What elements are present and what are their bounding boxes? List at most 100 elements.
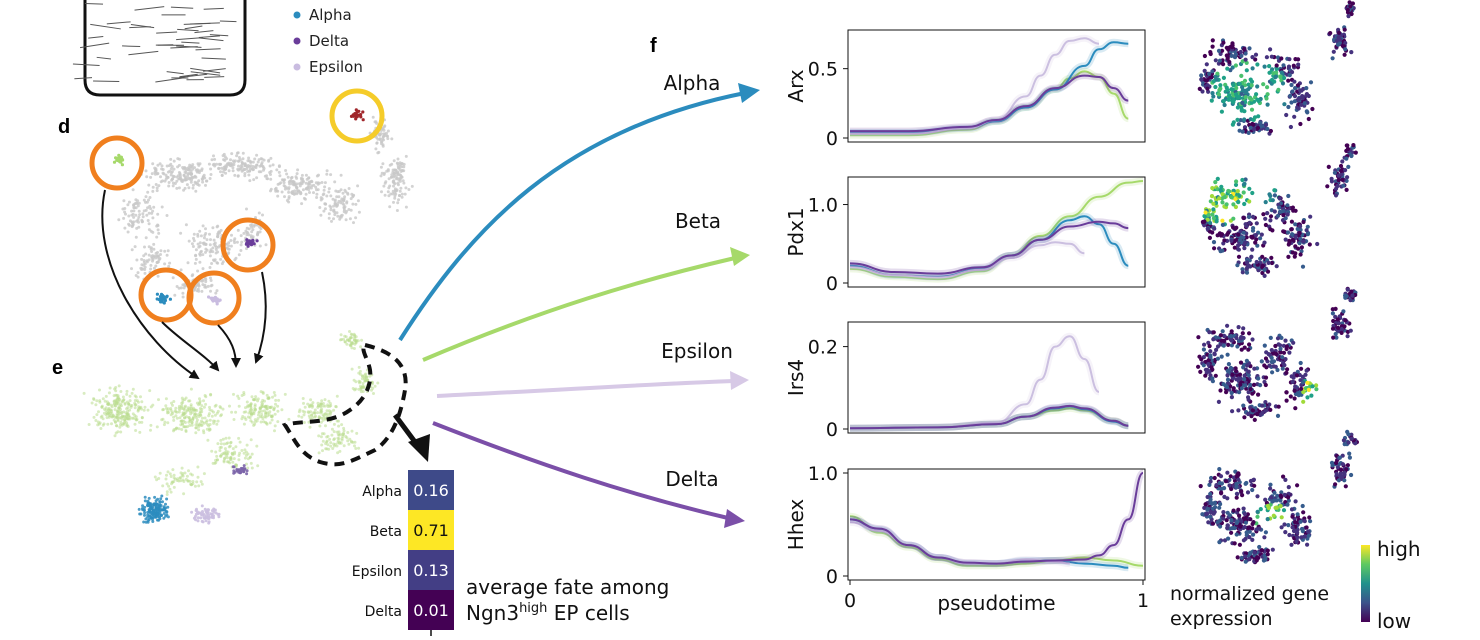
umap-point: [1222, 195, 1227, 200]
umap-point: [1236, 199, 1241, 204]
embedding-d-point: [151, 230, 155, 234]
embedding-e-point: [303, 405, 307, 409]
embedding-d-point: [342, 208, 346, 212]
embedding-e-point: [134, 403, 138, 407]
embedding-d-point: [136, 275, 140, 279]
umap-point: [1247, 525, 1252, 530]
umap-point: [1270, 547, 1275, 552]
umap-point: [1229, 338, 1234, 343]
embedding-e-point: [333, 442, 337, 446]
embedding-e-alpha-point: [142, 520, 146, 524]
umap-point: [1304, 109, 1309, 114]
embedding-e-point: [125, 389, 129, 393]
umap-point: [1347, 451, 1352, 456]
embedding-e-epsilon-point: [196, 519, 200, 523]
embedding-d-point: [333, 180, 337, 184]
embedding-e-point: [303, 410, 307, 414]
embedding-e-point: [234, 410, 238, 414]
umap-point: [1334, 460, 1339, 466]
embedding-e-point: [235, 463, 238, 467]
umap-point: [1253, 233, 1258, 238]
embedding-d-point: [204, 247, 208, 251]
embedding-d-point: [132, 209, 136, 213]
embedding-e-point: [92, 397, 96, 401]
embedding-d-point: [325, 194, 329, 198]
embedding-e-point: [135, 418, 139, 421]
embedding-d-point: [403, 192, 407, 196]
embedding-e-point: [218, 405, 222, 409]
umap-point: [1304, 86, 1309, 91]
embedding-e-point: [238, 440, 242, 444]
embedding-d-point: [208, 266, 212, 269]
umap-point: [1297, 241, 1302, 246]
embedding-d-point: [170, 170, 174, 174]
umap-point: [1268, 193, 1273, 199]
embedding-e-point: [165, 473, 168, 477]
embedding-e-point: [140, 420, 144, 424]
embedding-d-point: [245, 233, 249, 237]
embedding-e-point: [181, 411, 185, 415]
embedding-e-point: [207, 414, 211, 418]
umap-point: [1242, 78, 1248, 83]
umap-point: [1277, 209, 1283, 214]
embedding-e-point: [256, 417, 260, 420]
embedding-d-point: [401, 179, 405, 183]
embedding-e-alpha-point: [151, 503, 154, 507]
embedding-e-point: [266, 411, 270, 415]
embedding-e-point: [255, 419, 259, 423]
embedding-e-point: [329, 441, 333, 445]
umap-point: [1350, 1, 1355, 6]
umap-point: [1216, 399, 1221, 404]
embedding-e-point: [297, 414, 301, 418]
embedding-d-point: [396, 170, 400, 174]
umap-point: [1213, 180, 1218, 185]
umap-point: [1201, 347, 1206, 352]
umap-point: [1292, 79, 1297, 84]
umap-point: [1205, 86, 1210, 91]
embedding-e-point: [253, 407, 257, 411]
umap-point: [1299, 249, 1304, 254]
umap-point: [1227, 513, 1232, 518]
embedding-e-point: [146, 408, 150, 412]
embedding-d-point: [283, 178, 287, 182]
umap-point: [1241, 215, 1246, 221]
embedding-d-point: [166, 249, 170, 253]
embedding-d-point: [209, 276, 212, 280]
embedding-e-point: [260, 400, 264, 404]
embedding-d-point: [260, 157, 264, 161]
embedding-d-point: [169, 157, 173, 161]
embedding-e-point: [126, 409, 130, 413]
umap-point: [1204, 78, 1209, 83]
umap-point: [1230, 45, 1235, 50]
umap-point: [1233, 182, 1239, 187]
embedding-e-point: [199, 413, 203, 417]
embedding-e-point: [260, 409, 264, 413]
umap-point: [1344, 187, 1349, 192]
umap-point: [1250, 337, 1255, 342]
embedding-e-point: [138, 430, 142, 434]
embedding-d-point: [169, 162, 173, 166]
umap-point: [1272, 79, 1277, 84]
embedding-e-point: [169, 407, 173, 410]
umap-point: [1306, 116, 1311, 122]
umap-point: [1231, 508, 1236, 513]
embedding-d-point: [310, 180, 314, 184]
umap-point: [1269, 359, 1274, 364]
embedding-d-point: [248, 179, 252, 183]
umap-point: [1242, 117, 1247, 122]
embedding-e-point: [310, 413, 314, 417]
umap-point: [1349, 153, 1354, 158]
embedding-e-point: [193, 408, 196, 412]
embedding-d-point: [187, 186, 191, 190]
embedding-d-point: [208, 243, 212, 247]
umap-point: [1242, 201, 1247, 207]
umap-point: [1285, 230, 1291, 235]
velocity-arrow: [106, 21, 131, 25]
embedding-d-point: [154, 264, 158, 268]
embedding-d-point: [374, 147, 378, 151]
umap-point: [1247, 551, 1253, 556]
umap-point: [1203, 373, 1208, 378]
embedding-e-point: [113, 434, 117, 438]
embedding-e-point: [256, 464, 260, 468]
umap-point: [1251, 382, 1257, 387]
